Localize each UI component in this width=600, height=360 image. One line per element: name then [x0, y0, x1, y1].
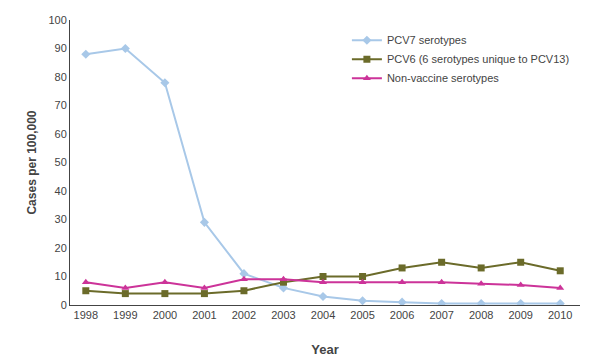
svg-text:100: 100 [48, 14, 66, 26]
svg-text:0: 0 [61, 299, 67, 311]
svg-text:Cases per 100,000: Cases per 100,000 [25, 110, 39, 214]
svg-text:2010: 2010 [548, 309, 572, 321]
svg-text:2002: 2002 [232, 309, 256, 321]
svg-text:PCV7 serotypes: PCV7 serotypes [387, 34, 467, 46]
svg-text:2006: 2006 [390, 309, 414, 321]
svg-text:2009: 2009 [508, 309, 532, 321]
svg-text:PCV6 (6 serotypes unique to PC: PCV6 (6 serotypes unique to PCV13) [387, 53, 569, 65]
svg-text:2007: 2007 [429, 309, 453, 321]
svg-text:1999: 1999 [113, 309, 137, 321]
svg-text:Year: Year [311, 342, 338, 357]
svg-text:90: 90 [55, 42, 67, 54]
svg-text:10: 10 [55, 270, 67, 282]
svg-text:50: 50 [55, 156, 67, 168]
svg-text:20: 20 [55, 242, 67, 254]
svg-text:80: 80 [55, 71, 67, 83]
svg-text:2004: 2004 [311, 309, 335, 321]
svg-text:2001: 2001 [192, 309, 216, 321]
svg-text:2000: 2000 [153, 309, 177, 321]
svg-text:Non-vaccine serotypes: Non-vaccine serotypes [387, 72, 499, 84]
svg-text:1998: 1998 [74, 309, 98, 321]
svg-text:2008: 2008 [469, 309, 493, 321]
svg-text:2003: 2003 [271, 309, 295, 321]
svg-text:40: 40 [55, 185, 67, 197]
svg-text:30: 30 [55, 213, 67, 225]
svg-text:60: 60 [55, 128, 67, 140]
svg-text:70: 70 [55, 99, 67, 111]
svg-text:2005: 2005 [350, 309, 374, 321]
